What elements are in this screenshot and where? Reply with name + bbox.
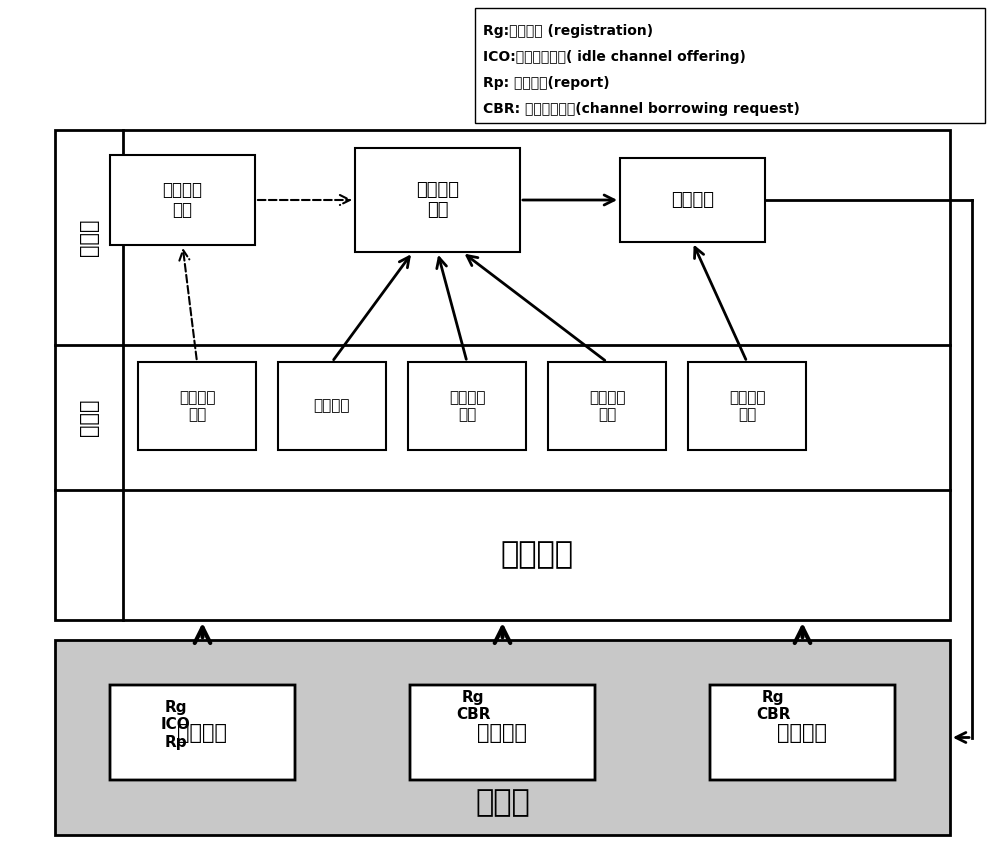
Text: 信道借贷
查询: 信道借贷 查询 [589, 390, 625, 422]
Text: 信道分配: 信道分配 [671, 191, 714, 209]
FancyBboxPatch shape [688, 362, 806, 450]
Text: 一级用户: 一级用户 [178, 722, 228, 743]
FancyBboxPatch shape [138, 362, 256, 450]
FancyBboxPatch shape [410, 685, 595, 780]
Text: Rp: 举报信号(report): Rp: 举报信号(report) [483, 76, 610, 90]
FancyBboxPatch shape [278, 362, 386, 450]
Text: 用户注册: 用户注册 [314, 398, 350, 413]
Text: ICO:空闲信道提供( idle channel offering): ICO:空闲信道提供( idle channel offering) [483, 50, 746, 64]
Text: 用户群: 用户群 [475, 788, 530, 817]
Text: Rg:注册信号 (registration): Rg:注册信号 (registration) [483, 24, 653, 38]
Text: 信道借用
申请: 信道借用 申请 [449, 390, 485, 422]
Text: 信道中心: 信道中心 [500, 540, 573, 569]
Text: 审核举报
信息: 审核举报 信息 [162, 180, 202, 219]
Text: Rg
CBR: Rg CBR [456, 690, 490, 722]
FancyBboxPatch shape [355, 148, 520, 252]
FancyBboxPatch shape [110, 685, 295, 780]
Text: Rg
ICO
Rp: Rg ICO Rp [161, 700, 190, 750]
Text: CBR: 信道借用申请(channel borrowing request): CBR: 信道借用申请(channel borrowing request) [483, 102, 800, 116]
Text: 管理层: 管理层 [79, 219, 99, 256]
FancyBboxPatch shape [408, 362, 526, 450]
FancyBboxPatch shape [548, 362, 666, 450]
FancyBboxPatch shape [710, 685, 895, 780]
FancyBboxPatch shape [620, 158, 765, 242]
Text: 服务层: 服务层 [79, 398, 99, 435]
Text: 空闲信道
更新: 空闲信道 更新 [729, 390, 765, 422]
FancyBboxPatch shape [110, 155, 255, 245]
Text: 三级用户: 三级用户 [778, 722, 828, 743]
Text: 接收举报
信息: 接收举报 信息 [179, 390, 215, 422]
Text: Rg
CBR: Rg CBR [756, 690, 790, 722]
Bar [55, 130, 950, 620]
Bar [475, 8, 985, 123]
Text: 二级用户: 二级用户 [478, 722, 528, 743]
Text: 用户等级
管理: 用户等级 管理 [416, 180, 459, 219]
Bar [55, 640, 950, 835]
